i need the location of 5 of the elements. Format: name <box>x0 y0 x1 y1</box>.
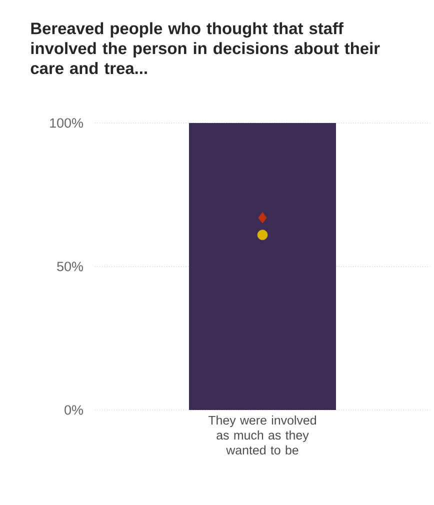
y-tick-label: 50% <box>57 262 83 272</box>
y-tick-label: 0% <box>64 405 83 415</box>
y-tick-label: 100% <box>50 118 83 128</box>
chart-title: Bereaved people who thought that staff involved the person in decisions about their care and trea... <box>30 22 380 74</box>
x-tick-label: They were involved as much as they wanted to be <box>208 416 316 455</box>
